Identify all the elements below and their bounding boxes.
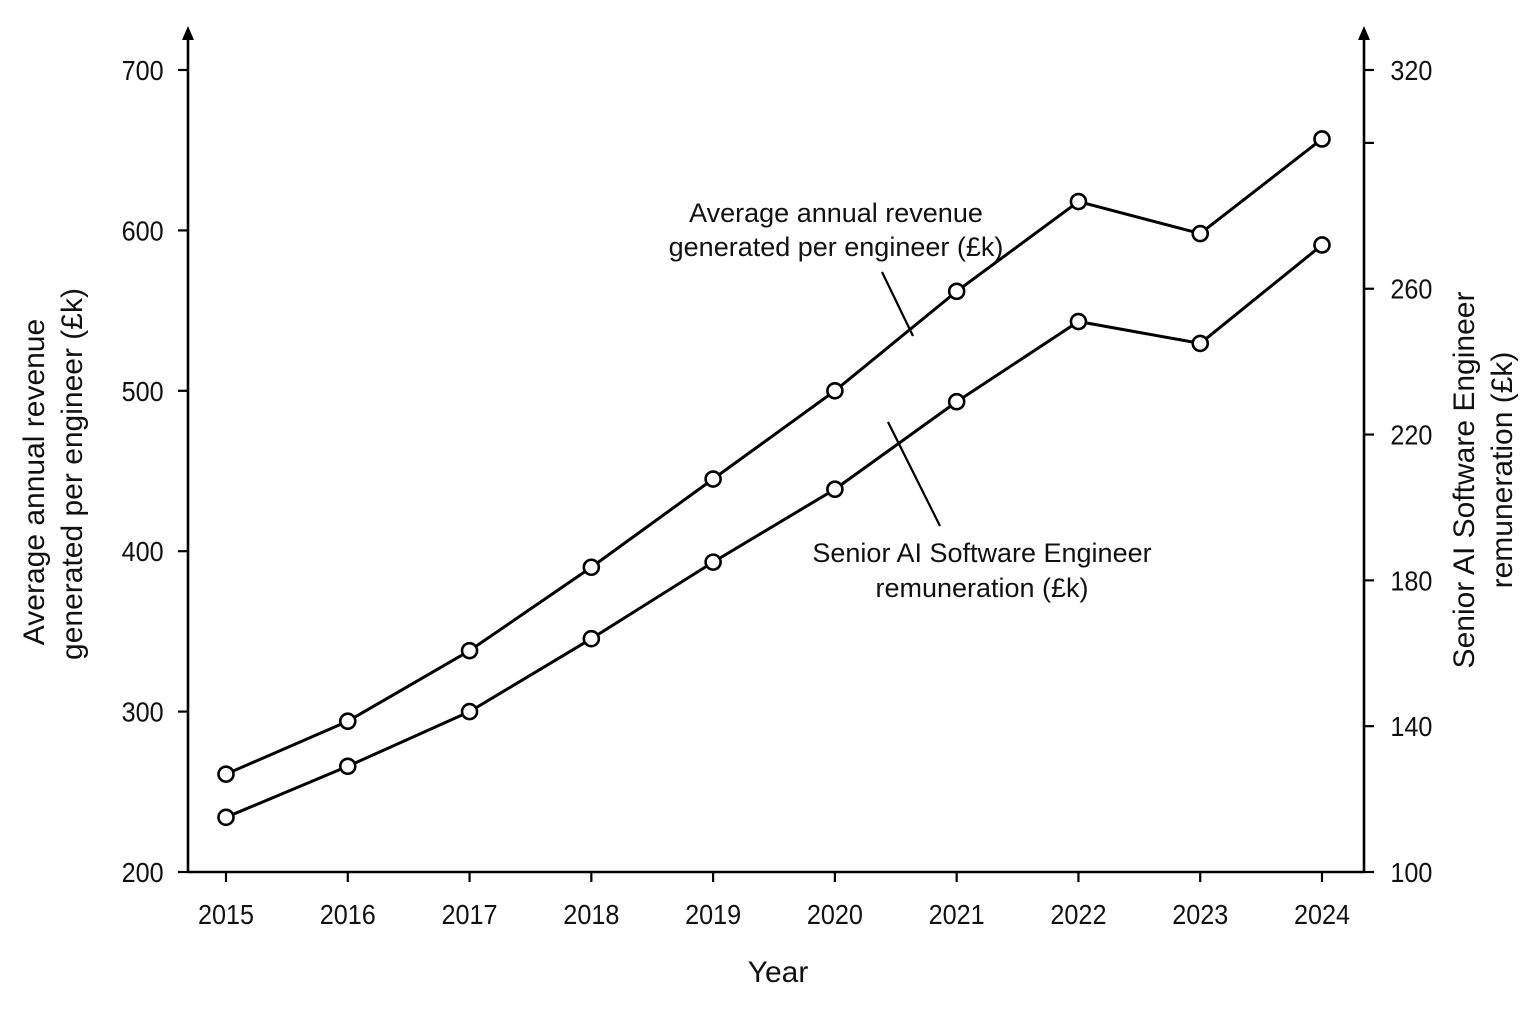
right-axis-arrow-icon	[1358, 26, 1370, 40]
right-tick-label: 140	[1390, 711, 1432, 743]
series-2-point	[338, 757, 357, 776]
x-tick-label: 2022	[1050, 899, 1106, 931]
left-axis-arrow-icon	[182, 26, 194, 40]
left-tick-label: 400	[122, 536, 164, 568]
annotation-1-line-2: generated per engineer (£k)	[669, 232, 1004, 262]
series-1-point	[947, 282, 966, 301]
left-tick-label: 200	[122, 857, 164, 889]
right-tick-label: 220	[1390, 419, 1432, 451]
series-2-point	[1069, 312, 1088, 331]
right-axis-title: Senior AI Software Engineer remuneration…	[1448, 292, 1519, 669]
x-tick-label: 2015	[198, 899, 254, 931]
x-tick-label: 2019	[685, 899, 741, 931]
left-tick-label: 600	[122, 215, 164, 247]
annotation-1: Average annual revenue generated per engi…	[669, 198, 1004, 337]
series-2-point	[217, 808, 235, 827]
series-1-point	[1069, 192, 1088, 211]
series-2-point	[704, 553, 722, 571]
left-axis-ticks: 200 300 400 500 600 700	[122, 55, 188, 889]
series-line-1	[225, 137, 1323, 776]
left-axis-title-line-1: Average annual revenue	[18, 319, 51, 645]
annotation-1-line-1: Average annual revenue	[689, 198, 983, 228]
series-1-point	[338, 712, 357, 731]
series-1-point	[460, 641, 479, 660]
series-1-point	[582, 558, 601, 577]
series-2-point	[826, 480, 844, 499]
series-1-point	[217, 765, 235, 783]
axes-group	[182, 26, 1370, 874]
left-axis-title-line-2: generated per engineer (£k)	[56, 288, 89, 660]
left-tick-label: 300	[122, 696, 164, 728]
left-tick-label: 700	[122, 55, 164, 87]
right-axis-title-line-2: remuneration (£k)	[1486, 352, 1519, 589]
left-axis-title: Average annual revenue generated per eng…	[18, 288, 89, 660]
annotation-2-line-1: Senior AI Software Engineer	[812, 538, 1151, 568]
x-tick-label: 2023	[1172, 899, 1228, 931]
right-tick-label: 320	[1390, 55, 1432, 87]
series-2-point	[582, 629, 601, 648]
series-2-point	[1313, 236, 1331, 254]
right-axis-ticks: 100 140 180 220 260 320	[1364, 55, 1432, 889]
series-line-2	[225, 243, 1323, 819]
x-tick-label: 2024	[1294, 899, 1350, 931]
series-2-point	[1191, 334, 1210, 353]
x-tick-label: 2017	[442, 899, 498, 931]
right-tick-label: 180	[1390, 565, 1432, 597]
x-tick-label: 2016	[320, 899, 376, 931]
right-tick-label: 260	[1390, 273, 1432, 305]
x-tick-label: 2021	[929, 899, 985, 931]
series-1-point	[826, 381, 844, 400]
annotation-2-leader-line	[887, 421, 941, 527]
x-axis-ticks: 2015 2016 2017 2018 2019 2020 2021 2022 2023 2024	[198, 872, 1350, 930]
series-1-point	[1313, 130, 1331, 148]
series-2-point	[460, 702, 479, 721]
left-tick-label: 500	[122, 376, 164, 408]
series-2-point	[947, 392, 966, 411]
series-1-point	[704, 470, 722, 488]
annotation-1-leader-line	[881, 271, 914, 337]
right-axis-title-line-1: Senior AI Software Engineer	[1448, 292, 1481, 669]
x-axis-title: Year	[748, 956, 809, 989]
annotations-group: Average annual revenue generated per engi…	[669, 198, 1152, 603]
right-tick-label: 100	[1390, 857, 1432, 889]
series-group	[217, 130, 1331, 827]
annotation-2: Senior AI Software Engineer remuneration …	[812, 421, 1152, 603]
x-tick-label: 2018	[563, 899, 619, 931]
series-1-point	[1191, 224, 1210, 243]
annotation-2-line-2: remuneration (£k)	[875, 573, 1088, 603]
x-tick-label: 2020	[807, 899, 863, 931]
